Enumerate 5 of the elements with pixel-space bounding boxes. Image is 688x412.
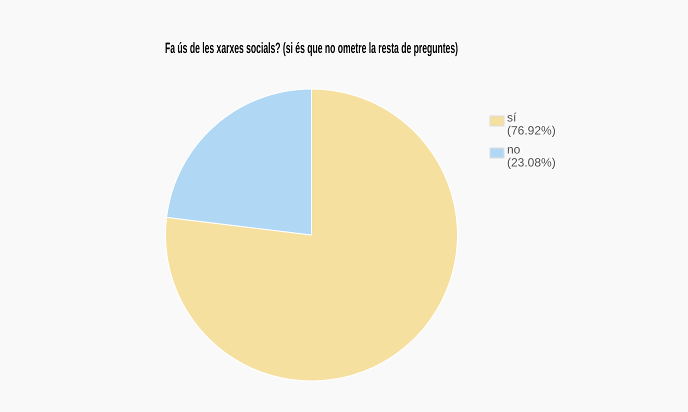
legend-label: no [507,142,521,156]
chart-title: Fa ús de les xarxes socials? (si és que no ometre la resta de preguntes) [165,40,458,57]
data-label: (76.92%) [507,123,556,138]
legend-label: sí [507,110,517,124]
data-label: (23.08%) [507,155,556,170]
